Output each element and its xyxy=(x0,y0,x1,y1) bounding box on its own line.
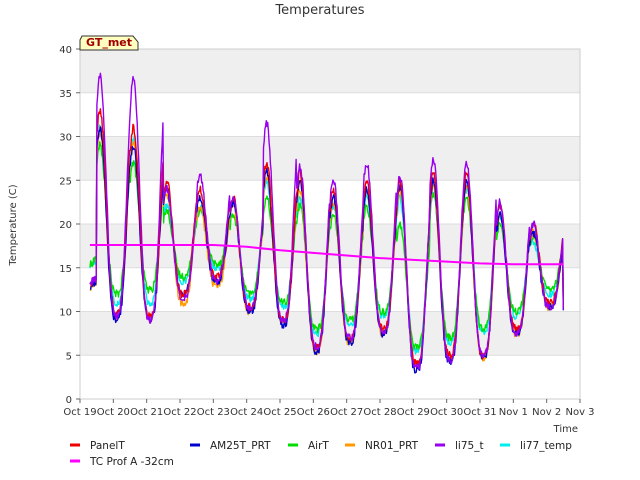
legend-item: TC Prof A -32cm xyxy=(70,456,174,468)
legend-label: AirT xyxy=(308,440,329,452)
y-tick-label: 10 xyxy=(59,308,72,319)
y-axis: 0 5 10 15 20 25 30 35 40 xyxy=(59,45,80,406)
y-axis-label: Temperature (C) xyxy=(8,184,19,266)
grid-band xyxy=(80,311,580,356)
series-layer xyxy=(89,72,564,374)
legend-item: PanelT xyxy=(70,440,125,452)
legend-label: li77_temp xyxy=(520,440,572,452)
x-tick-label: Oct 25 xyxy=(263,407,296,418)
x-tick-label: Nov 2 xyxy=(532,407,561,418)
legend: PanelT AM25T_PRT AirT NR01_PRT li75_t li77_te… xyxy=(70,440,572,468)
legend-label: li75_t xyxy=(455,440,484,452)
x-tick-label: Oct 23 xyxy=(197,407,230,418)
y-tick-label: 20 xyxy=(59,220,72,231)
x-tick-label: Oct 28 xyxy=(363,407,396,418)
y-tick-label: 0 xyxy=(66,395,72,406)
grid-band xyxy=(80,49,580,93)
x-tick-label: Oct 22 xyxy=(163,407,196,418)
y-tick-label: 15 xyxy=(59,264,72,275)
chart-title: Temperatures xyxy=(274,3,364,18)
gt-met-tag: GT_met xyxy=(79,35,139,51)
legend-item: li75_t xyxy=(435,440,484,452)
grid-band xyxy=(80,136,580,181)
x-tick-label: Nov 1 xyxy=(499,407,528,418)
y-tick-label: 30 xyxy=(59,133,72,144)
legend-item: AirT xyxy=(288,440,329,452)
x-axis: Oct 19 Oct 20 Oct 21 Oct 22 Oct 23 Oct 24 Oct … xyxy=(63,399,595,418)
x-tick-label: Oct 31 xyxy=(463,407,496,418)
x-axis-label: Time xyxy=(553,424,578,435)
legend-item: NR01_PRT xyxy=(345,440,419,452)
legend-item: li77_temp xyxy=(500,440,572,452)
y-tick-label: 25 xyxy=(59,176,72,187)
legend-label: PanelT xyxy=(90,440,125,452)
x-tick-label: Oct 29 xyxy=(397,407,430,418)
legend-item: AM25T_PRT xyxy=(190,440,271,452)
y-tick-label: 40 xyxy=(59,45,72,56)
x-tick-label: Oct 19 xyxy=(63,407,96,418)
gt-met-tag-label: GT_met xyxy=(86,36,132,49)
y-tick-label: 5 xyxy=(66,351,72,362)
legend-label: AM25T_PRT xyxy=(210,440,271,452)
x-tick-label: Oct 20 xyxy=(97,407,130,418)
x-tick-label: Oct 21 xyxy=(130,407,163,418)
x-tick-label: Oct 30 xyxy=(430,407,463,418)
series-line-li75-t xyxy=(89,72,564,370)
x-tick-label: Nov 3 xyxy=(565,407,594,418)
legend-label: TC Prof A -32cm xyxy=(89,456,174,468)
x-tick-label: Oct 26 xyxy=(297,407,330,418)
plot-area xyxy=(79,48,581,400)
x-tick-label: Oct 24 xyxy=(230,407,263,418)
x-tick-label: Oct 27 xyxy=(330,407,363,418)
legend-label: NR01_PRT xyxy=(365,440,419,452)
series-line-tc-prof-a-32cm xyxy=(90,244,564,266)
y-tick-label: 35 xyxy=(59,89,72,100)
